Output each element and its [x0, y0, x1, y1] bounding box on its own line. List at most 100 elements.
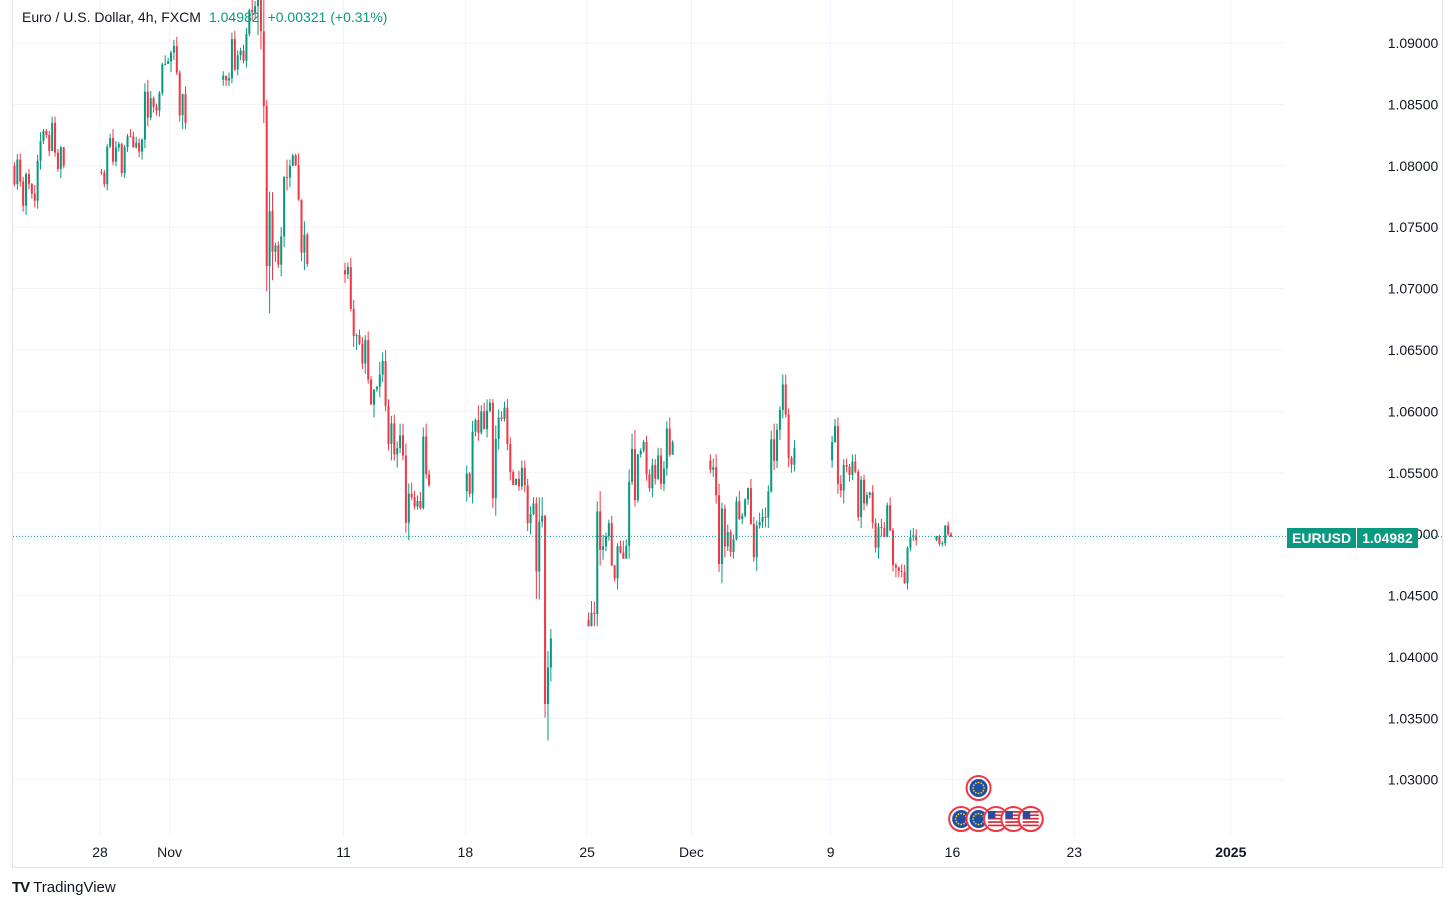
- time-tick-label: Dec: [679, 844, 704, 860]
- candle: [654, 459, 657, 485]
- eu-star: [982, 784, 985, 787]
- candle-body: [596, 511, 599, 615]
- candle: [538, 497, 541, 600]
- candle-body: [239, 50, 242, 56]
- candle: [158, 91, 161, 117]
- candle: [897, 566, 900, 578]
- eu-star: [983, 787, 985, 789]
- candle-body: [834, 426, 837, 443]
- candle-body: [158, 92, 161, 111]
- candle: [503, 401, 506, 422]
- candle-body: [848, 466, 851, 475]
- candle: [842, 459, 845, 504]
- candlestick-chart[interactable]: 1.09000 1.08500 1.08000 1.07500 1.07000 1.065…: [13, 0, 1442, 868]
- candle: [877, 522, 880, 559]
- candle-body: [897, 567, 900, 571]
- candle: [532, 497, 535, 516]
- time-tick-label: 2025: [1215, 844, 1246, 860]
- candle-body: [291, 155, 294, 166]
- candle: [480, 405, 483, 435]
- candle: [413, 490, 416, 510]
- candle-body: [541, 515, 544, 522]
- candle-body: [520, 467, 523, 487]
- candle: [393, 414, 396, 461]
- candle: [375, 385, 378, 392]
- us-stripe: [1005, 811, 1022, 813]
- candle-body: [254, 6, 257, 13]
- candle-body: [599, 511, 602, 550]
- candle-body: [355, 335, 358, 337]
- candle-body: [729, 532, 732, 552]
- candle: [181, 93, 184, 129]
- candle: [845, 458, 848, 473]
- candle-body: [500, 417, 503, 420]
- us-stripe: [1022, 817, 1039, 820]
- candle-body: [517, 478, 520, 487]
- candle-body: [222, 75, 225, 80]
- candle-body: [306, 234, 309, 265]
- candle-body: [880, 526, 883, 529]
- candle: [155, 103, 158, 116]
- eu-flag-disc: [969, 810, 988, 828]
- tradingview-brand[interactable]: TV TradingView: [12, 879, 116, 896]
- price-tick-label: 1.05500: [1388, 465, 1439, 481]
- candle: [900, 564, 903, 578]
- candle: [944, 525, 947, 546]
- candle-body: [587, 620, 590, 627]
- candle-body: [19, 159, 22, 182]
- candle-body: [468, 473, 471, 494]
- candle-body: [465, 473, 468, 492]
- candle: [245, 28, 248, 68]
- candle: [790, 455, 793, 473]
- candle: [758, 512, 761, 529]
- candle: [259, 0, 262, 50]
- candle: [19, 153, 22, 187]
- candle-body: [538, 521, 541, 572]
- candle: [770, 430, 773, 493]
- candle: [149, 90, 152, 121]
- candle-body: [262, 31, 265, 107]
- candle-body: [59, 147, 62, 169]
- candle-body: [602, 546, 605, 550]
- time-tick-label: 9: [827, 844, 835, 860]
- candle-body: [152, 98, 155, 108]
- candle-body: [100, 171, 103, 173]
- candle: [529, 506, 532, 535]
- candle: [645, 435, 648, 481]
- candle-body: [883, 528, 886, 537]
- eu-star: [972, 815, 975, 818]
- candle-body: [62, 147, 65, 166]
- us-stripe: [1022, 811, 1039, 813]
- price-tick-label: 1.06500: [1388, 342, 1439, 358]
- candle: [776, 423, 779, 469]
- candle: [404, 443, 407, 533]
- symbol-title[interactable]: Euro / U.S. Dollar, 4h, FXCM: [22, 9, 201, 25]
- candle: [851, 454, 854, 481]
- candle: [422, 427, 425, 510]
- candle: [109, 133, 112, 149]
- candle-body: [164, 63, 167, 65]
- candle-body: [860, 479, 863, 517]
- candle-body: [419, 501, 422, 509]
- eu-star: [980, 822, 983, 825]
- candle-body: [741, 515, 744, 520]
- candle-body: [532, 503, 535, 514]
- time-axis[interactable]: 28 Nov 11 18 25 Dec 9 16 23 2025: [92, 844, 1246, 860]
- price-tick-label: 1.04000: [1388, 649, 1439, 665]
- candle: [262, 0, 265, 123]
- candle-body: [375, 386, 378, 390]
- candle-body: [723, 508, 726, 547]
- eu-star: [974, 791, 977, 794]
- candle: [22, 176, 25, 212]
- economic-events: [948, 775, 1044, 832]
- candle: [839, 475, 842, 498]
- candle-body: [865, 495, 868, 504]
- candle: [497, 409, 500, 450]
- candle: [865, 492, 868, 507]
- candle: [358, 329, 361, 346]
- candle-body: [361, 343, 364, 364]
- candle: [175, 36, 178, 76]
- candle: [399, 423, 402, 454]
- eu-flag-disc: [969, 779, 988, 797]
- price-axis[interactable]: 1.09000 1.08500 1.08000 1.07500 1.07000 1.065…: [1388, 35, 1439, 788]
